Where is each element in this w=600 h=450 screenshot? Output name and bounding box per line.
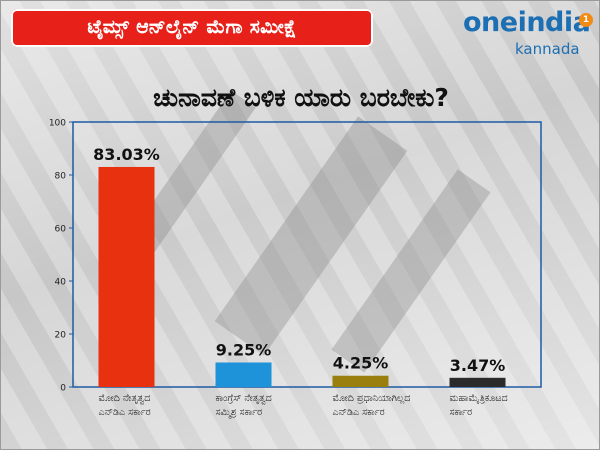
data-label: 9.25% — [216, 340, 272, 359]
bar — [449, 377, 506, 387]
category-label: ಸರ್ಕಾರ — [450, 407, 473, 418]
survey-banner-text: ಟೈಮ್ಸ್ ಆನ್‌ಲೈನ್ ಮೆಗಾ ಸಮೀಕ್ಷೆ — [87, 16, 297, 38]
y-tick-label: 80 — [55, 172, 67, 182]
logo-main-text: oneindia — [463, 7, 591, 38]
logo-sub-text: kannada — [515, 40, 580, 58]
category-label: ಮೋದಿ ಪ್ರಧಾನಿಯಾಗಿಲ್ಲದ — [333, 393, 412, 404]
oneindia-logo: oneindia 1 kannada — [463, 7, 593, 61]
y-tick-label: 40 — [55, 278, 67, 288]
category-label: ಕಾಂಗ್ರೆಸ್ ನೇತೃತ್ವದ — [216, 393, 273, 404]
category-label: ಎನ್‌ಡಿಎ ಸರ್ಕಾರ — [333, 407, 385, 418]
data-label: 3.47% — [450, 356, 506, 375]
category-label: ಸಮ್ಮಿಶ್ರ ಸರ್ಕಾರ — [216, 407, 263, 418]
data-label: 4.25% — [333, 354, 389, 373]
y-tick-label: 60 — [55, 225, 67, 235]
bar — [332, 375, 389, 387]
category-label: ಮೋದಿ ನೇತೃತ್ವದ — [99, 393, 152, 404]
bar — [98, 166, 155, 387]
survey-banner: ಟೈಮ್ಸ್ ಆನ್‌ಲೈನ್ ಮೆಗಾ ಸಮೀಕ್ಷೆ — [11, 9, 373, 47]
y-tick-label: 20 — [55, 331, 67, 341]
y-tick-label: 100 — [49, 119, 66, 129]
category-label: ಮಹಾಮೈತ್ರಿಕೂಟದ — [450, 393, 509, 404]
bar — [215, 362, 272, 387]
logo-badge: 1 — [579, 13, 593, 27]
chart-title: ಚುನಾವಣೆ ಬಳಿಕ ಯಾರು ಬರಬೇಕು? — [153, 83, 449, 112]
y-tick-label: 0 — [60, 384, 66, 394]
data-label: 83.03% — [93, 145, 160, 164]
category-label: ಎನ್‌ಡಿಎ ಸರ್ಕಾರ — [99, 407, 151, 418]
